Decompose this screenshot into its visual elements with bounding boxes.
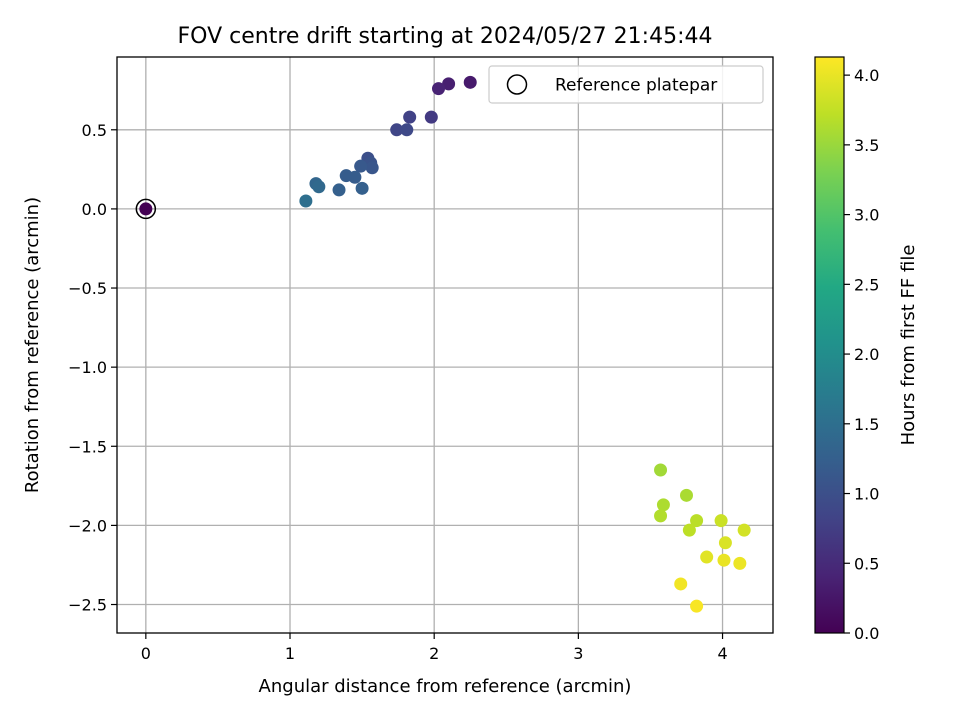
y-tick-label: −0.5 (68, 279, 107, 298)
colorbar-label: Hours from first FF file (898, 245, 919, 446)
colorbar-tick-label: 1.5 (854, 415, 879, 434)
colorbar-tick-label: 0.0 (854, 624, 879, 643)
data-point (400, 123, 414, 137)
colorbar: 0.0 0.5 1.0 1.5 2.0 2.5 3.0 3.5 4.0 Hours from f… (814, 56, 919, 643)
grid (117, 57, 773, 633)
y-axis-label: Rotation from reference (arcmin) (22, 197, 43, 493)
legend-marker (506, 74, 528, 95)
x-tick-label: 2 (429, 644, 439, 663)
data-point (656, 498, 670, 512)
data-point (733, 556, 747, 570)
colorbar-tick-label: 3.5 (854, 136, 879, 155)
colorbar-frame (814, 56, 845, 634)
legend: Reference platepar (488, 65, 764, 104)
data-points (135, 75, 751, 613)
y-tick-label: −1.5 (68, 437, 107, 456)
colorbar-tick-label: 1.0 (854, 485, 879, 504)
y-tick-label: −2.5 (68, 596, 107, 615)
plot-area-frame (116, 56, 774, 634)
x-tick-label: 4 (717, 644, 727, 663)
data-point (679, 488, 693, 502)
data-point (403, 110, 417, 124)
chart-title: FOV centre drift starting at 2024/05/27 … (178, 24, 713, 49)
x-tick-label: 0 (141, 644, 151, 663)
colorbar-ticks: 0.0 0.5 1.0 1.5 2.0 2.5 3.0 3.5 4.0 (844, 66, 879, 643)
data-point (700, 550, 714, 564)
data-point (714, 514, 728, 528)
data-point (654, 463, 668, 477)
data-point (390, 123, 404, 137)
data-point (139, 202, 153, 216)
legend-label: Reference platepar (555, 76, 717, 96)
y-tick-label: 0.0 (82, 200, 107, 219)
colorbar-tick-label: 2.5 (854, 275, 879, 294)
colorbar-tick-label: 0.5 (854, 554, 879, 573)
data-point (312, 180, 326, 194)
colorbar-tick-label: 4.0 (854, 66, 879, 85)
data-point (424, 110, 438, 124)
y-tick-label: 0.5 (82, 121, 107, 140)
data-point (348, 170, 362, 184)
data-point (463, 75, 477, 89)
data-point (355, 181, 369, 195)
data-point (690, 599, 704, 613)
data-point (737, 523, 751, 537)
data-point (432, 82, 446, 96)
data-point (332, 183, 346, 197)
x-tick-label: 3 (573, 644, 583, 663)
x-axis: 0 1 2 3 4 (141, 633, 728, 663)
data-point (299, 194, 313, 208)
x-axis-label: Angular distance from reference (arcmin) (259, 676, 632, 697)
data-point (654, 509, 668, 523)
y-tick-label: −1.0 (68, 358, 107, 377)
y-axis: −2.5 −2.0 −1.5 −1.0 −0.5 0.0 0.5 (68, 121, 117, 615)
y-tick-label: −2.0 (68, 516, 107, 535)
legend-box (488, 65, 764, 104)
data-point (690, 514, 704, 528)
reference-marker (135, 198, 157, 220)
data-point (682, 523, 696, 537)
colorbar-gradient (815, 57, 844, 633)
data-point (718, 536, 732, 550)
data-point (717, 553, 731, 567)
data-point (365, 161, 379, 175)
data-point (354, 159, 368, 173)
colorbar-tick-label: 2.0 (854, 345, 879, 364)
data-point (442, 77, 456, 91)
data-point (674, 577, 688, 591)
x-tick-label: 1 (285, 644, 295, 663)
colorbar-tick-label: 3.0 (854, 206, 879, 225)
